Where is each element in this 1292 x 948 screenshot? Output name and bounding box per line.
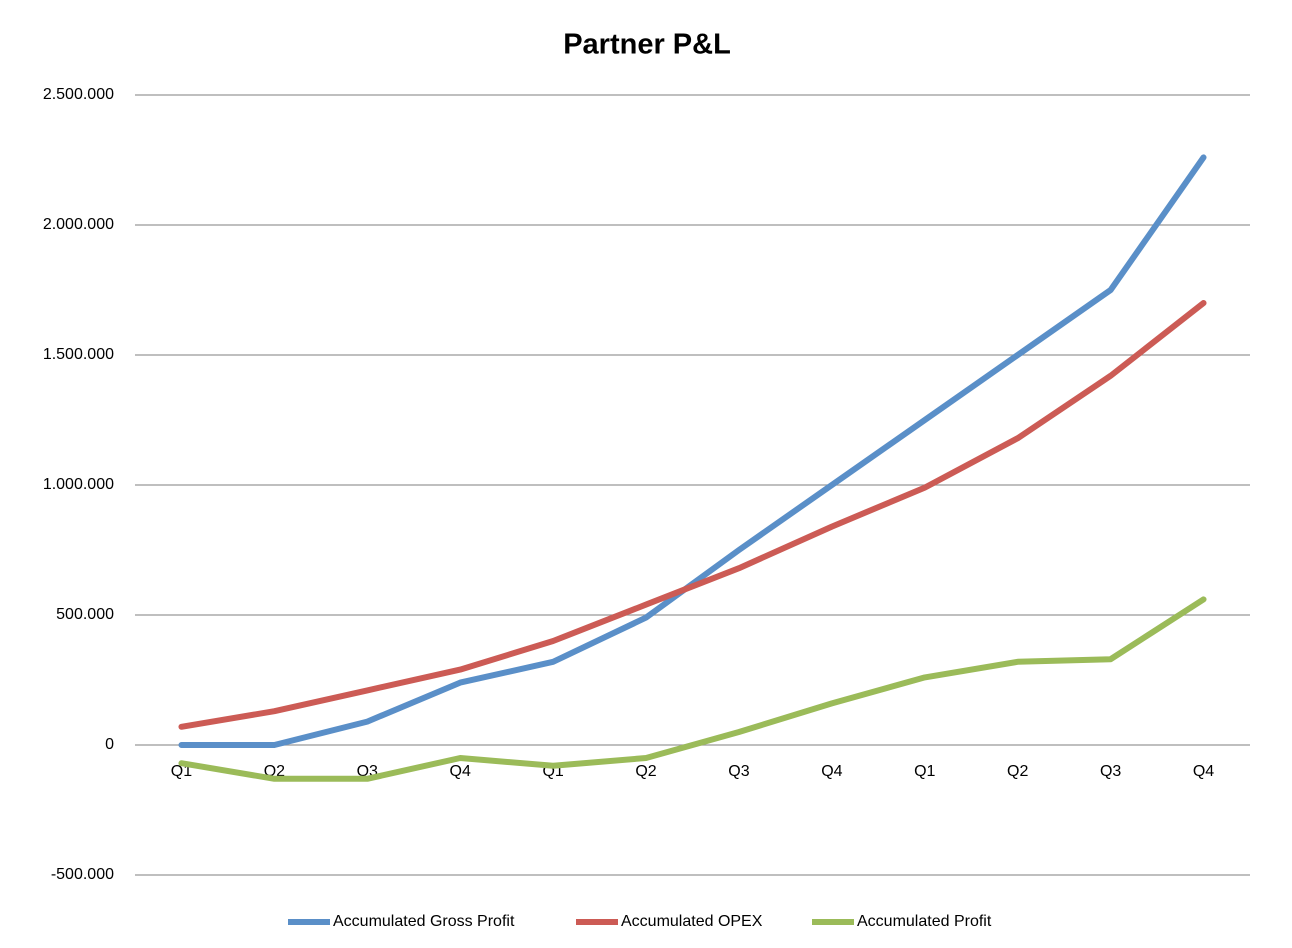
x-tick-label: Q3 <box>728 763 749 780</box>
y-tick-label: 500.000 <box>56 606 114 623</box>
series-line <box>178 300 1207 730</box>
legend-label: Accumulated Gross Profit <box>333 913 515 930</box>
y-tick-label: 1.500.000 <box>43 346 114 363</box>
chart-title: Partner P&L <box>563 29 731 61</box>
y-tick-label: -500.000 <box>51 866 114 883</box>
x-tick-label: Q1 <box>914 763 935 780</box>
x-tick-label: Q4 <box>450 763 471 780</box>
x-tick-label: Q4 <box>1193 763 1214 780</box>
x-tick-label: Q3 <box>1100 763 1121 780</box>
y-tick-label: 1.000.000 <box>43 476 114 493</box>
legend-label: Accumulated OPEX <box>621 913 763 930</box>
x-tick-label: Q2 <box>635 763 656 780</box>
legend-label: Accumulated Profit <box>857 913 992 930</box>
series-line <box>178 154 1207 748</box>
y-tick-label: 2.500.000 <box>43 86 114 103</box>
series-line <box>178 596 1207 782</box>
y-tick-label: 2.000.000 <box>43 216 114 233</box>
x-tick-label: Q2 <box>1007 763 1028 780</box>
x-tick-label: Q1 <box>171 763 192 780</box>
x-tick-label: Q4 <box>821 763 842 780</box>
y-tick-label: 0 <box>105 736 114 753</box>
